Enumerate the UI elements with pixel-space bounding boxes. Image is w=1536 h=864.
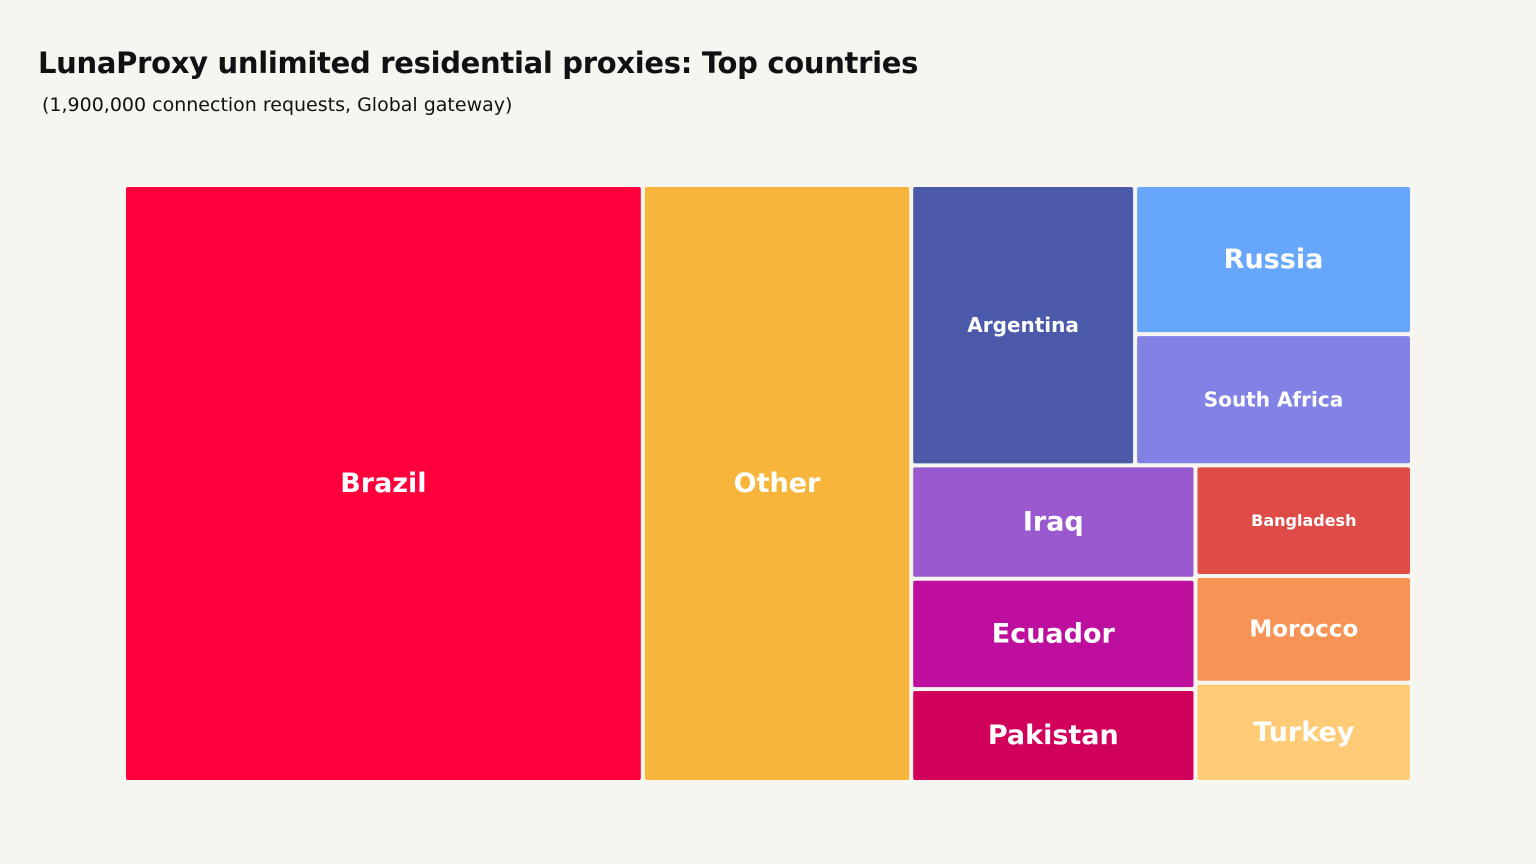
- treemap-tile-other: [644, 187, 910, 780]
- treemap-tile-pakistan: [913, 691, 1194, 780]
- chart-title: LunaProxy unlimited residential proxies:…: [38, 46, 919, 80]
- treemap-tile-iraq: [913, 467, 1194, 577]
- treemap-tile-south-africa: [1137, 336, 1410, 464]
- treemap-label-morocco: Morocco: [1249, 616, 1358, 642]
- treemap-tile-turkey: [1197, 684, 1410, 780]
- chart-subtitle: (1,900,000 connection requests, Global g…: [42, 94, 513, 116]
- treemap-label-russia: Russia: [1224, 244, 1324, 275]
- treemap-label-other: Other: [734, 468, 821, 499]
- treemap-tile-brazil: [126, 187, 641, 780]
- treemap-label-iraq: Iraq: [1023, 507, 1084, 538]
- treemap-label-brazil: Brazil: [340, 468, 426, 499]
- treemap-label-pakistan: Pakistan: [988, 720, 1119, 751]
- treemap-tile-bangladesh: [1197, 467, 1410, 574]
- treemap-label-bangladesh: Bangladesh: [1251, 511, 1356, 530]
- treemap-label-south-africa: South Africa: [1204, 388, 1343, 412]
- treemap-tile-argentina: [913, 187, 1134, 464]
- treemap-tile-ecuador: [913, 580, 1194, 688]
- treemap-label-ecuador: Ecuador: [992, 618, 1116, 649]
- treemap-label-argentina: Argentina: [967, 313, 1079, 337]
- treemap-tile-morocco: [1197, 578, 1410, 681]
- treemap-label-turkey: Turkey: [1253, 717, 1355, 748]
- treemap-tile-russia: [1137, 187, 1410, 333]
